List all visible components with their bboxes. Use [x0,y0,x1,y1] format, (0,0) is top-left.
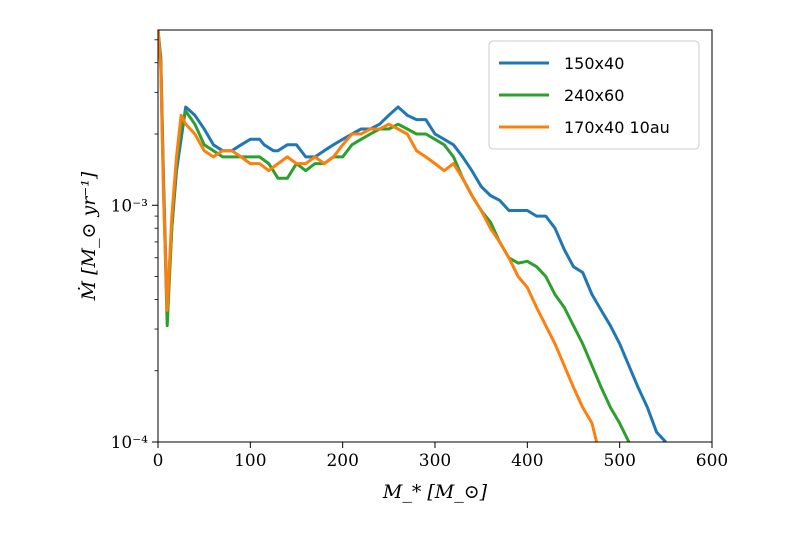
x-tick-label: 400 [511,451,543,471]
y-axis-label: Ṁ [M_⊙ yr⁻¹] [77,171,100,301]
x-tick-label: 0 [153,451,164,471]
x-tick-label: 500 [603,451,635,471]
series-line-3 [158,30,599,442]
x-tick-label: 200 [326,451,358,471]
y-tick-label: 10⁻⁴ [111,433,149,453]
x-tick-label: 600 [696,451,728,471]
legend-box [488,40,700,150]
series-line-1 [158,30,667,442]
series-line-2 [158,30,631,442]
x-axis: 0 100 200 300 400 500 600 [153,442,728,471]
y-axis: 10⁻⁴ 10⁻³ [111,39,158,453]
legend: 150x40 240x60 170x40 10au [488,40,700,150]
y-tick-label: 10⁻³ [111,196,148,216]
x-axis-label: M_* [M_⊙] [382,481,488,503]
legend-label: 170x40 10au [564,118,670,137]
series-layer [158,30,667,442]
legend-label: 150x40 [564,54,624,73]
x-tick-label: 100 [234,451,266,471]
x-tick-label: 300 [419,451,451,471]
legend-label: 240x60 [564,86,624,105]
